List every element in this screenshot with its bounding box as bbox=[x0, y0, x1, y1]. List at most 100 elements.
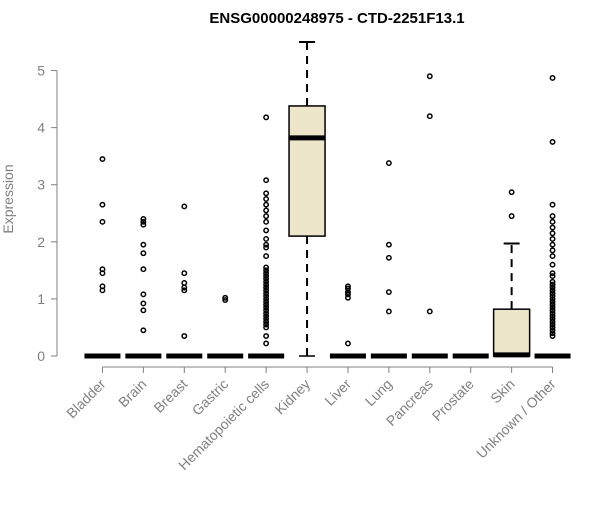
outlier-point bbox=[140, 221, 147, 228]
outlier-point bbox=[345, 283, 351, 290]
outlier-point bbox=[385, 241, 392, 248]
outlier-point bbox=[140, 216, 147, 222]
outlier-point bbox=[549, 247, 556, 254]
outlier-point bbox=[263, 201, 270, 208]
outlier-point bbox=[549, 295, 556, 302]
outlier-point bbox=[99, 266, 106, 273]
outlier-point bbox=[263, 281, 270, 288]
outlier-point bbox=[140, 300, 147, 307]
outlier-point bbox=[549, 287, 556, 294]
outlier-point bbox=[549, 241, 556, 248]
outlier-point bbox=[181, 333, 188, 339]
outlier-point bbox=[345, 294, 351, 301]
outlier-point bbox=[263, 207, 270, 214]
y-tick-label: 0 bbox=[37, 348, 45, 364]
box-series bbox=[84, 41, 571, 359]
outlier-point bbox=[345, 289, 351, 296]
box-unknown-other bbox=[534, 75, 571, 359]
outlier-point bbox=[263, 313, 270, 319]
outlier-point bbox=[549, 236, 556, 242]
outlier-point bbox=[549, 315, 556, 322]
box-breast bbox=[166, 203, 203, 359]
outlier-point bbox=[140, 241, 147, 248]
outlier-point bbox=[263, 324, 270, 331]
outlier-point bbox=[549, 218, 556, 225]
outlier-point bbox=[549, 230, 556, 237]
outlier-point bbox=[426, 73, 433, 80]
outlier-point bbox=[549, 318, 556, 325]
outlier-point bbox=[263, 307, 270, 314]
y-tick-label: 1 bbox=[37, 291, 45, 307]
outlier-point bbox=[549, 324, 556, 331]
outlier-point bbox=[263, 196, 270, 202]
y-tick-label: 4 bbox=[37, 120, 45, 136]
x-tick-label: Lung bbox=[362, 376, 395, 409]
outlier-point bbox=[140, 266, 147, 273]
outlier-point bbox=[426, 308, 433, 315]
outlier-point bbox=[263, 264, 270, 271]
box-gastric bbox=[207, 294, 244, 359]
outlier-point bbox=[222, 294, 229, 301]
outlier-point bbox=[263, 340, 270, 347]
outlier-point bbox=[181, 287, 188, 294]
outlier-point bbox=[263, 318, 270, 325]
outlier-point bbox=[263, 270, 270, 277]
outlier-point bbox=[549, 333, 556, 339]
outlier-point bbox=[263, 298, 270, 305]
outlier-point bbox=[263, 295, 270, 302]
outlier-point bbox=[549, 293, 556, 300]
outlier-point bbox=[140, 218, 147, 225]
iqr-box bbox=[288, 105, 326, 237]
y-axis-title: Expression bbox=[0, 164, 16, 233]
x-tick-label: Bladder bbox=[63, 376, 109, 422]
outlier-point bbox=[99, 283, 106, 290]
outlier-point bbox=[263, 241, 270, 248]
outlier-point bbox=[263, 315, 270, 322]
outlier-point bbox=[263, 253, 270, 260]
outlier-point bbox=[385, 254, 392, 261]
outlier-point bbox=[385, 289, 392, 296]
outlier-point bbox=[99, 156, 106, 162]
x-tick-label: Prostate bbox=[429, 376, 477, 424]
outlier-point bbox=[549, 310, 556, 317]
x-tick-label: Breast bbox=[150, 376, 190, 416]
outlier-point bbox=[263, 177, 270, 184]
outlier-point bbox=[140, 307, 147, 314]
y-tick-label: 3 bbox=[37, 177, 45, 193]
outlier-point bbox=[222, 297, 229, 304]
outlier-point bbox=[549, 298, 556, 305]
x-tick-label: Liver bbox=[321, 376, 354, 409]
outlier-point bbox=[549, 75, 556, 81]
y-tick-label: 5 bbox=[37, 63, 45, 79]
outlier-point bbox=[263, 267, 270, 274]
outlier-point bbox=[549, 301, 556, 308]
chart-title: ENSG00000248975 - CTD-2251F13.1 bbox=[209, 10, 464, 27]
outlier-point bbox=[263, 278, 270, 285]
outlier-point bbox=[263, 287, 270, 294]
box-lung bbox=[370, 160, 407, 359]
outlier-point bbox=[263, 275, 270, 282]
box-skin bbox=[492, 189, 531, 358]
outlier-point bbox=[263, 190, 270, 197]
outlier-point bbox=[140, 250, 147, 257]
box-kidney bbox=[288, 41, 326, 357]
outlier-point bbox=[345, 291, 351, 298]
outlier-point bbox=[549, 261, 556, 268]
outlier-point bbox=[549, 284, 556, 291]
outlier-point bbox=[549, 213, 556, 220]
outlier-point bbox=[263, 321, 270, 328]
outlier-point bbox=[263, 273, 270, 280]
outlier-point bbox=[549, 327, 556, 334]
outlier-point bbox=[263, 290, 270, 297]
outlier-point bbox=[549, 290, 556, 297]
outlier-point bbox=[385, 160, 392, 166]
y-axis: 0 1 2 3 4 5 bbox=[37, 63, 58, 364]
outlier-point bbox=[549, 253, 556, 260]
outlier-point bbox=[181, 270, 188, 277]
outlier-point bbox=[263, 227, 270, 234]
outlier-point bbox=[263, 333, 270, 339]
outlier-point bbox=[508, 213, 515, 220]
outlier-point bbox=[549, 138, 556, 145]
